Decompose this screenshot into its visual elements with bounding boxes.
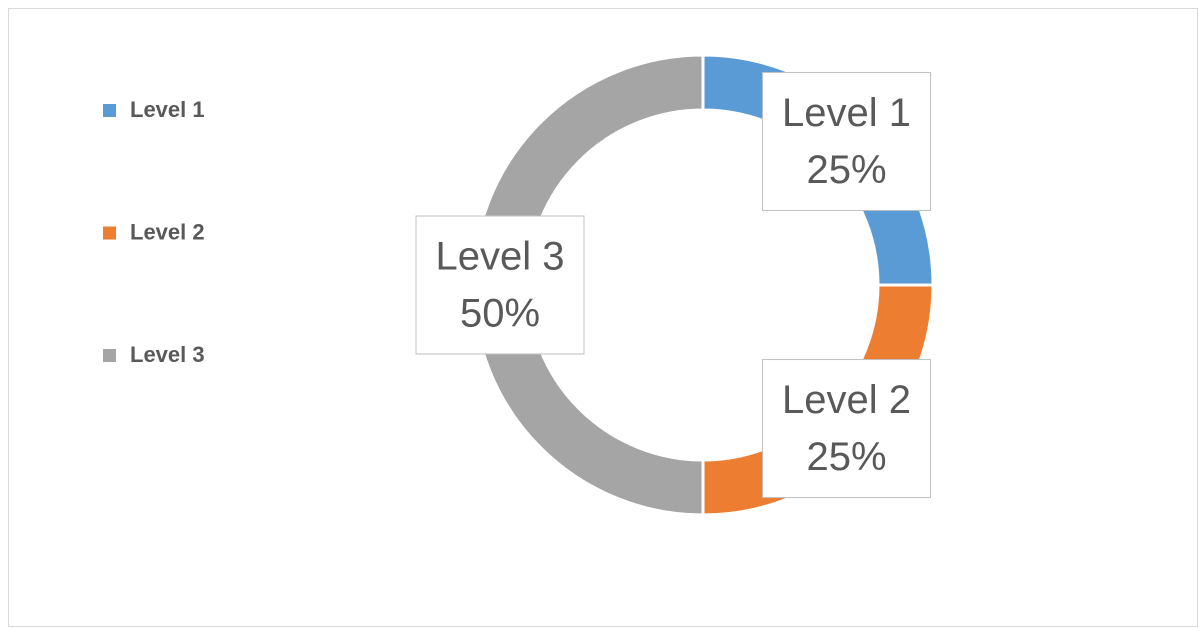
legend-label: Level 1	[130, 97, 205, 122]
data-label: Level 1 25%	[762, 71, 932, 211]
legend-swatch	[103, 226, 116, 240]
data-label-value: 25%	[807, 148, 887, 192]
data-label-box	[762, 359, 932, 499]
legend-label: Level 3	[130, 342, 205, 367]
data-label-category: Level 2	[782, 378, 911, 422]
data-label-category: Level 1	[782, 91, 911, 135]
data-label-box	[762, 71, 932, 211]
data-label-box	[415, 215, 585, 355]
data-label-value: 25%	[807, 435, 887, 479]
legend-label: Level 2	[130, 219, 205, 244]
data-label-value: 50%	[460, 292, 540, 336]
legend-swatch	[103, 104, 116, 117]
data-label-category: Level 3	[436, 235, 565, 279]
data-label: Level 2 25%	[762, 359, 932, 499]
donut-segment	[471, 53, 705, 517]
data-label: Level 3 50%	[415, 215, 585, 355]
legend-swatch	[103, 349, 116, 362]
